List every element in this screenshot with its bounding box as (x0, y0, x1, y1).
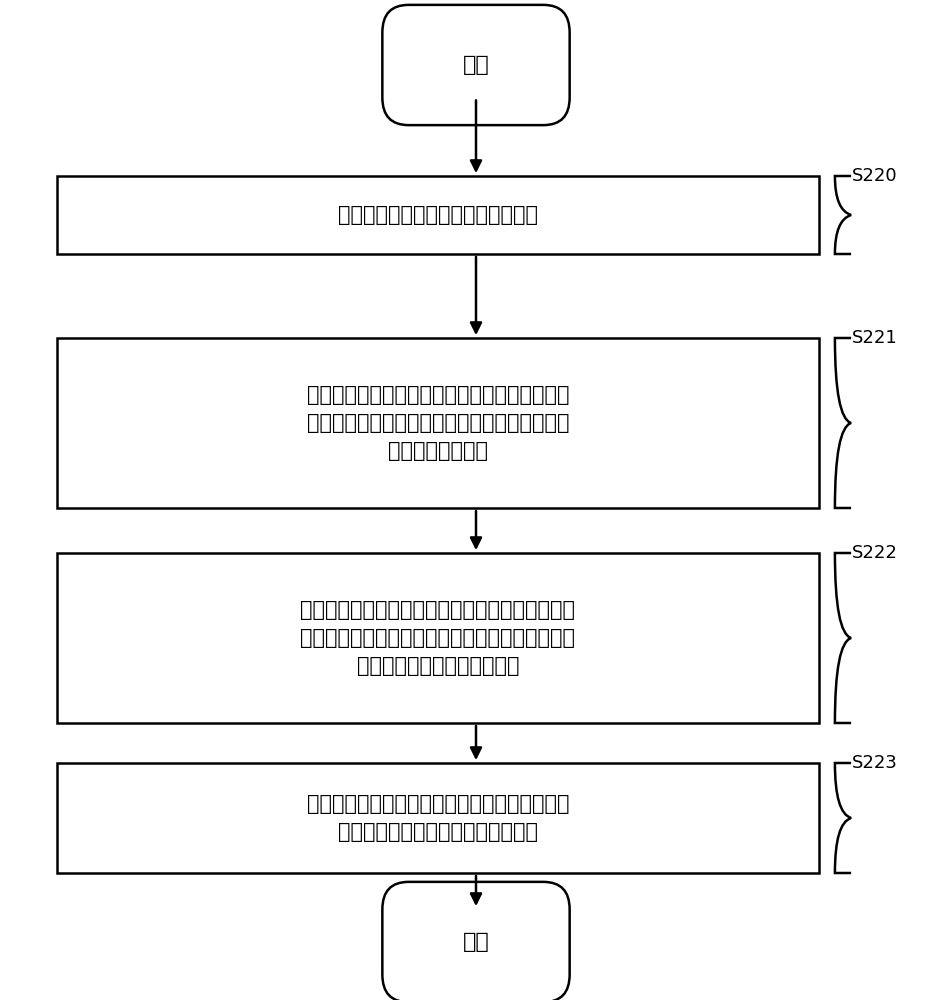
Text: 开始: 开始 (463, 55, 489, 75)
Text: 获取目标数据以及至少一个标签数据: 获取目标数据以及至少一个标签数据 (338, 205, 538, 225)
Text: S221: S221 (852, 329, 898, 347)
Text: S223: S223 (852, 754, 898, 772)
Text: 结束: 结束 (463, 932, 489, 952)
FancyBboxPatch shape (57, 763, 819, 873)
FancyBboxPatch shape (383, 5, 569, 125)
Text: 对所述自然语言相似度指数以及所述情景相似度
指数进行加权处理，并获得加权指数: 对所述自然语言相似度指数以及所述情景相似度 指数进行加权处理，并获得加权指数 (307, 794, 569, 842)
FancyBboxPatch shape (57, 553, 819, 723)
FancyBboxPatch shape (57, 338, 819, 508)
Text: 基于自然语言相似度函数对所述目标数据以及所
述标签数据的相似度进行计算，从而获得所述自
然语言相似度指数: 基于自然语言相似度函数对所述目标数据以及所 述标签数据的相似度进行计算，从而获得… (307, 385, 569, 461)
FancyBboxPatch shape (383, 882, 569, 1000)
Text: S220: S220 (852, 167, 898, 185)
FancyBboxPatch shape (57, 176, 819, 254)
Text: 基于情景相似度函数对所述目标数据、所述标签数
据、时间参数以及地理信息参数进行相似度计算，
从而获得所述情景相似度指数: 基于情景相似度函数对所述目标数据、所述标签数 据、时间参数以及地理信息参数进行相… (301, 600, 575, 676)
Text: S222: S222 (852, 544, 898, 562)
